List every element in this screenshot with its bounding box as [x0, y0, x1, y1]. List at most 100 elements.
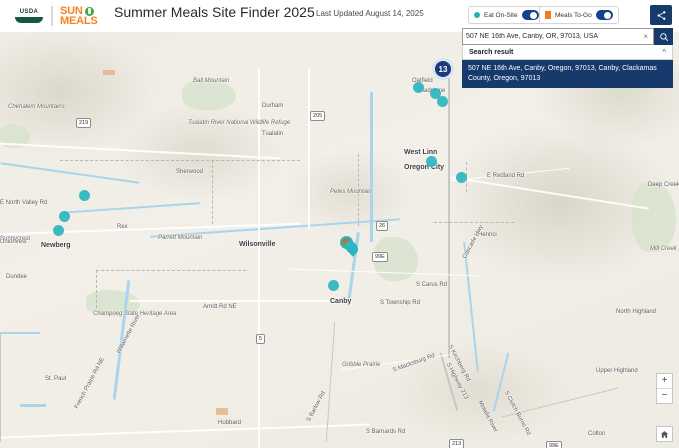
sun-icon [84, 6, 94, 16]
search-row[interactable]: × [462, 28, 673, 45]
map-site-marker[interactable] [79, 190, 90, 201]
map-label: Wilsonville [239, 241, 276, 248]
toggle-eat-on-site-label: Eat On-Site [484, 11, 518, 19]
map-label: Champoeg State Heritage Area [93, 311, 177, 317]
map-boundary [434, 222, 514, 223]
map-boundary [358, 154, 359, 226]
map-site-marker[interactable] [53, 225, 64, 236]
search-result-item[interactable]: 507 NE 16th Ave, Canby, Oregon, 97013, C… [462, 60, 673, 88]
map-green-area [632, 182, 676, 252]
meals-logo-text: MEALS [60, 15, 98, 27]
map-highway-shield: 99E [372, 252, 388, 262]
map-label: Parrett Mountain [158, 235, 203, 241]
eat-on-site-switch[interactable] [521, 10, 539, 20]
map-label: Colton [588, 431, 606, 437]
chevron-up-icon[interactable]: ^ [662, 47, 666, 57]
map-label: Ball Mountain [193, 78, 230, 84]
map-label: Oregon City [404, 164, 445, 171]
meals-to-go-switch[interactable] [595, 10, 613, 20]
map-highway-shield: 219 [76, 118, 92, 128]
share-icon [657, 10, 665, 20]
map-label: Hubbard [218, 420, 242, 426]
zoom-in-button[interactable]: + [657, 374, 672, 389]
map-label: Deep Creek [648, 182, 679, 188]
last-updated-text: Last Updated August 14, 2025 [316, 9, 424, 18]
usda-logo-bar [15, 17, 43, 23]
map-town-area [216, 408, 228, 415]
brand-logo[interactable]: USDA SUN MEALS [14, 5, 98, 27]
search-icon [659, 32, 668, 41]
map-label: West Linn [404, 149, 438, 156]
map-label: Henrici [478, 232, 497, 238]
map-road [448, 68, 450, 358]
toggle-meals-to-go[interactable]: Meals To-Go [539, 6, 619, 24]
map-site-marker[interactable] [413, 82, 424, 93]
map-road [258, 68, 260, 448]
map-road [0, 332, 2, 442]
map-canvas[interactable]: Chehalem Mountains Newberg Sunnycrest E Nor… [0, 32, 679, 448]
map-river [0, 332, 40, 334]
map-label: Canby [330, 298, 352, 305]
map-label: Oatfield [412, 78, 433, 84]
home-icon [660, 430, 669, 438]
share-button[interactable] [650, 5, 672, 25]
map-label: Dundee [6, 274, 28, 280]
map-label: Chehalem Mountains [8, 104, 65, 110]
map-site-marker[interactable] [426, 156, 437, 167]
meals-to-go-color-icon [545, 11, 551, 19]
usda-logo: USDA [14, 7, 44, 25]
map-label: St. Paul [45, 376, 67, 382]
eat-on-site-color-icon [474, 12, 480, 18]
search-input[interactable] [466, 33, 642, 40]
map-site-marker[interactable] [430, 88, 441, 99]
map-site-marker[interactable] [437, 96, 448, 107]
map-cluster-count: 13 [438, 64, 448, 74]
map-boundary [60, 160, 300, 161]
map-river [370, 92, 373, 242]
sun-logo-text: SUN [60, 5, 83, 17]
map-terrain-background [0, 32, 679, 448]
map-boundary [212, 160, 213, 224]
map-boundary [96, 270, 246, 271]
map-highway-shield: 26 [376, 221, 389, 231]
map-label: Mill Creek [650, 246, 677, 252]
map-home-button[interactable] [656, 426, 673, 442]
map-label: Tualatin River National Wildlife Refuge [188, 120, 291, 126]
map-label: Rex [117, 224, 128, 230]
map-cluster-marker[interactable]: 13 [432, 58, 454, 80]
search-result-header[interactable]: Search result ^ [462, 45, 673, 60]
map-green-area [182, 80, 236, 110]
clear-icon[interactable]: × [643, 31, 648, 41]
map-river [20, 404, 46, 407]
map-label: Petes Mountain [330, 189, 372, 195]
search-input-wrapper[interactable]: × [462, 28, 654, 45]
logo-divider [51, 6, 53, 26]
sun-meals-logo: SUN MEALS [60, 5, 98, 27]
map-highway-shield: 205 [310, 111, 326, 121]
map-boundary [96, 270, 97, 308]
map-highway-shield: 213 [449, 439, 465, 448]
zoom-out-button[interactable]: − [661, 390, 668, 401]
usda-logo-text: USDA [19, 9, 39, 15]
map-label: Sunnycrest [0, 236, 31, 242]
map-label: S Township Rd [380, 300, 420, 306]
map-road [130, 300, 340, 302]
search-submit-button[interactable] [654, 28, 673, 45]
map-search-widget[interactable]: × Search result ^ 507 NE 16th Ave, Canby… [462, 28, 673, 88]
map-label: Tualatin [262, 131, 284, 137]
map-label: S Carus Rd [416, 282, 448, 288]
toggle-eat-on-site[interactable]: Eat On-Site [468, 6, 545, 24]
map-site-marker[interactable] [328, 280, 339, 291]
map-road [308, 68, 310, 228]
page-title: Summer Meals Site Finder 2025 [114, 4, 315, 20]
map-label: E Redland Rd [487, 173, 525, 179]
toggle-meals-to-go-label: Meals To-Go [555, 11, 592, 19]
map-zoom-controls[interactable]: + − [656, 373, 673, 404]
map-site-marker[interactable] [59, 211, 70, 222]
map-highway-shield: 99E [546, 441, 562, 448]
map-highway-shield: 5 [256, 334, 266, 344]
map-town-area [103, 70, 115, 75]
map-site-marker[interactable] [456, 172, 467, 183]
map-label: Upper Highland [596, 368, 638, 374]
map-label: North Highland [616, 309, 657, 315]
